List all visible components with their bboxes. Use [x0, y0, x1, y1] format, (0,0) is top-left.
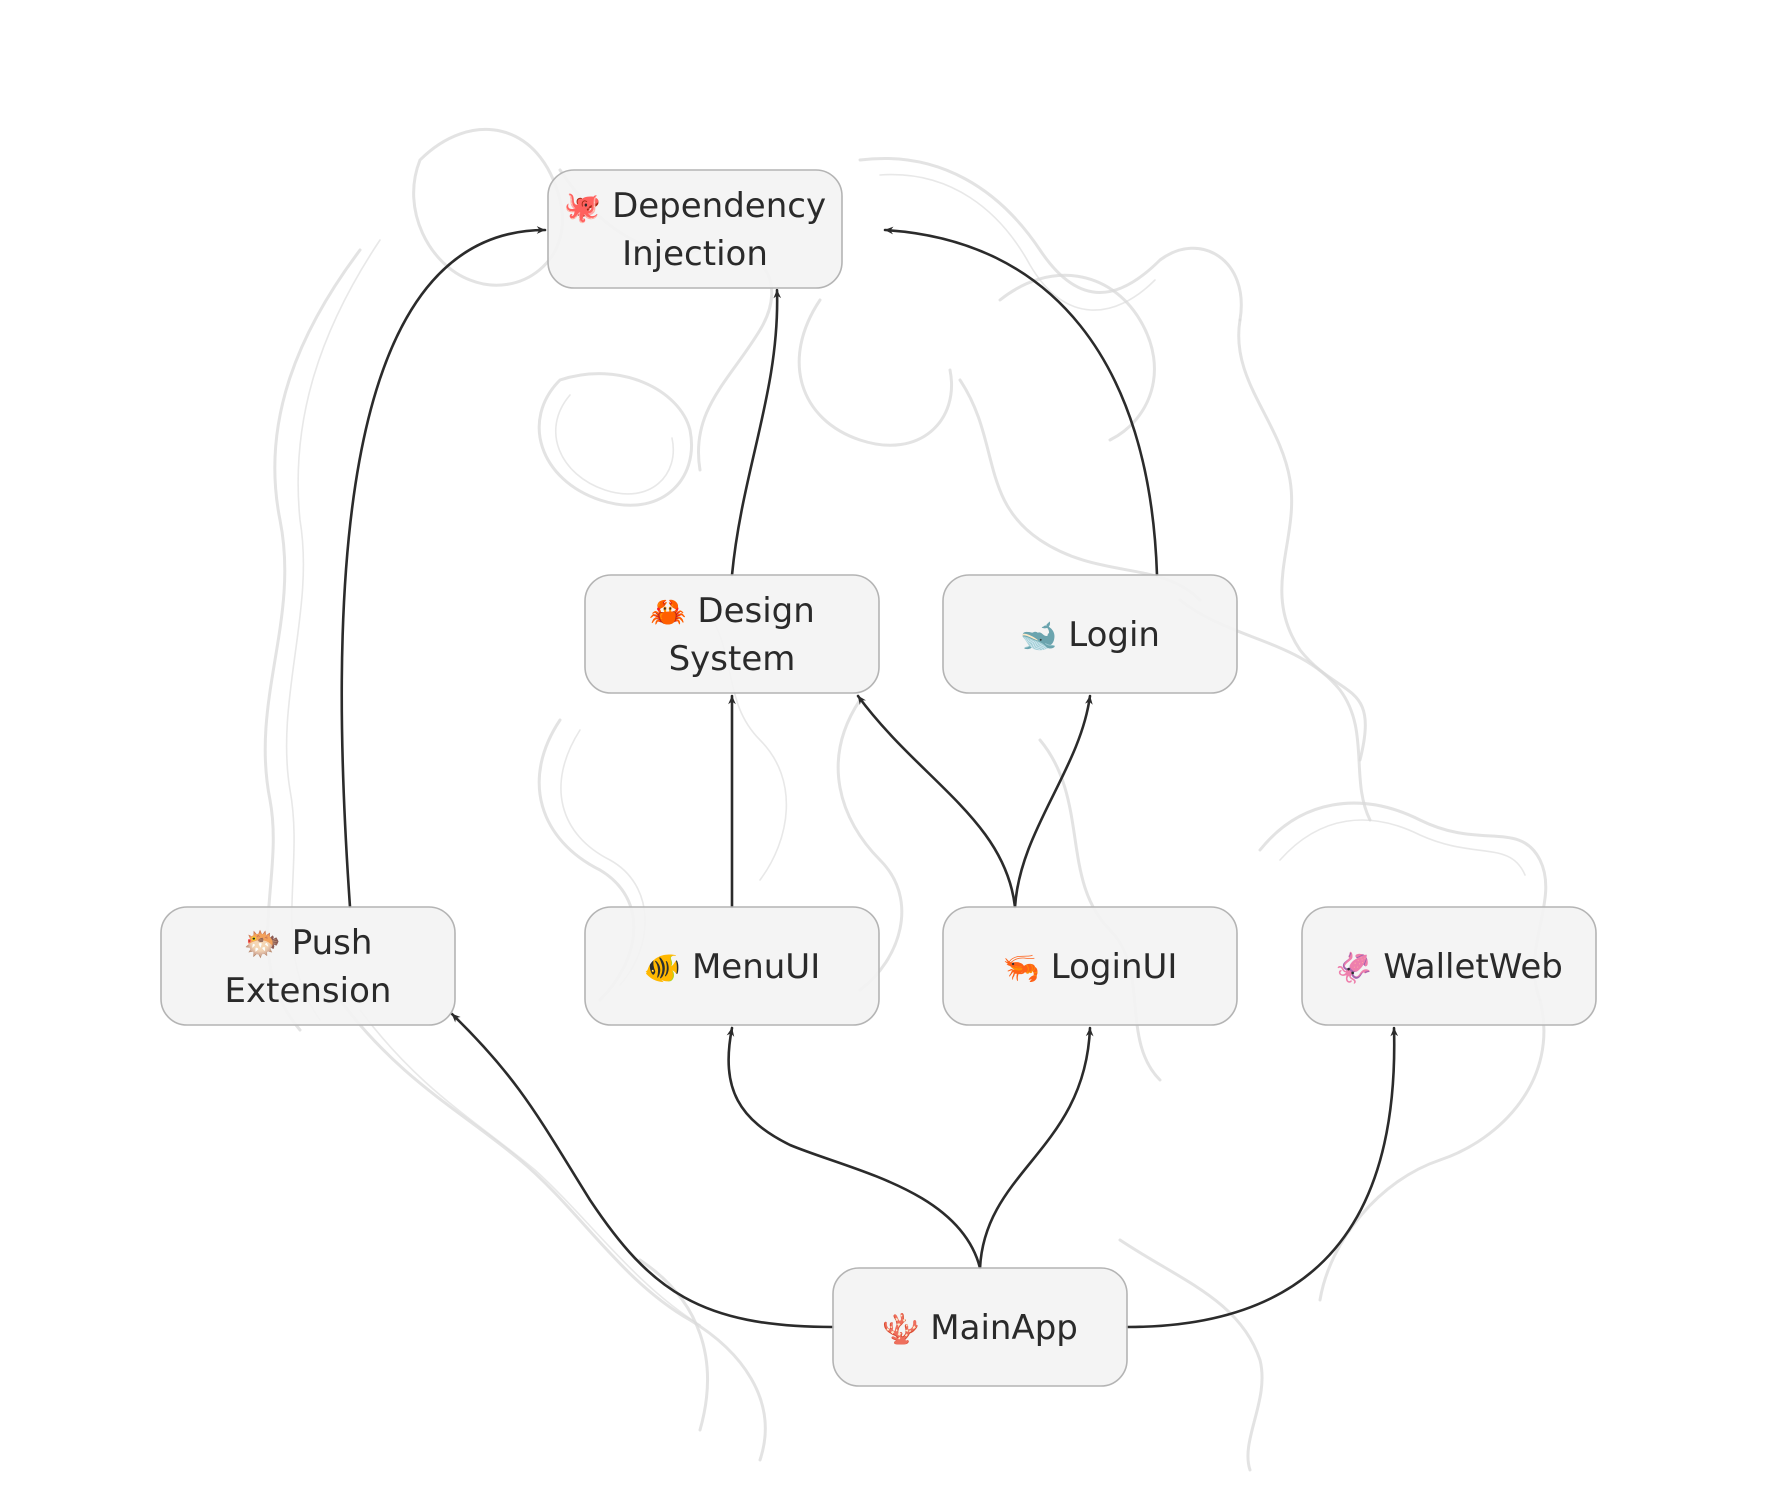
node-loginui[interactable]: 🦐 LoginUI	[942, 906, 1238, 1026]
icon-spacer	[601, 186, 612, 226]
edge-main-to-menu	[726, 1026, 982, 1270]
node-main[interactable]: 🪸 MainApp	[832, 1267, 1128, 1387]
edge-main-to-wallet	[1125, 1026, 1399, 1329]
node-login[interactable]: 🐋 Login	[942, 574, 1238, 694]
shrimp-icon: 🦐	[1003, 951, 1040, 986]
node-wallet[interactable]: 🦑 WalletWeb	[1301, 906, 1597, 1026]
octopus-icon: 🐙	[564, 190, 601, 225]
squid-icon: 🦑	[1335, 950, 1372, 986]
node-text: MenuUI	[692, 947, 820, 987]
node-label: 🦑 WalletWeb	[1335, 947, 1563, 987]
node-text: MainApp	[930, 1308, 1078, 1348]
node-text: LoginUI	[1051, 947, 1178, 987]
edge-main-to-loginui	[978, 1026, 1094, 1270]
node-text: Injection	[622, 234, 768, 274]
node-box[interactable]	[832, 1267, 1128, 1387]
icon-spacer	[1040, 947, 1051, 987]
node-label: 🐠 MenuUI	[644, 947, 820, 987]
node-di[interactable]: 🐙 Dependency Injection	[547, 169, 843, 289]
node-text: Dependency	[612, 186, 826, 226]
node-label: 🦀 Design	[649, 591, 815, 631]
icon-spacer	[687, 591, 698, 631]
icon-spacer	[1057, 615, 1068, 655]
node-box[interactable]	[942, 906, 1238, 1026]
node-text: Extension	[225, 971, 392, 1011]
edges-layer	[340, 226, 1399, 1329]
icon-spacer	[281, 923, 292, 963]
node-label-line-2: Extension	[225, 971, 392, 1011]
edge-loginui-to-ds	[856, 694, 1017, 909]
edge-login-to-di	[883, 226, 1159, 577]
node-box[interactable]	[942, 574, 1238, 694]
node-text: System	[669, 639, 796, 679]
whale-icon: 🐋	[1020, 619, 1057, 654]
node-box[interactable]	[584, 574, 880, 694]
edge-push-to-di	[340, 226, 547, 909]
node-label: 🪸 MainApp	[882, 1308, 1078, 1348]
crab-icon: 🦀	[649, 595, 686, 630]
node-text: Login	[1068, 615, 1160, 655]
node-label: 🐙 Dependency	[564, 186, 826, 226]
node-box[interactable]	[1301, 906, 1597, 1026]
node-box[interactable]	[547, 169, 843, 289]
tropical-fish-icon: 🐠	[644, 951, 681, 986]
coral-icon: 🪸	[882, 1312, 919, 1347]
node-text: Design	[697, 591, 814, 631]
node-box[interactable]	[584, 906, 880, 1026]
node-label: 🦐 LoginUI	[1003, 947, 1178, 987]
node-label: 🐡 Push	[244, 923, 373, 963]
edge-main-to-push	[450, 1012, 835, 1329]
icon-spacer	[919, 1308, 930, 1348]
node-label-line-2: Injection	[622, 234, 768, 274]
node-label-line-2: System	[669, 639, 796, 679]
nodes-layer: 🐙 Dependency Injection 🦀 Design System 🐋 Log…	[160, 169, 1597, 1387]
blowfish-icon: 🐡	[244, 927, 281, 962]
edge-loginui-to-login	[1013, 694, 1093, 909]
node-push[interactable]: 🐡 Push Extension	[160, 906, 456, 1026]
icon-spacer	[1373, 947, 1384, 987]
background-texture	[263, 127, 1548, 1472]
node-menu[interactable]: 🐠 MenuUI	[584, 906, 880, 1026]
icon-spacer	[681, 947, 692, 987]
edge-ds-to-di	[730, 288, 782, 577]
node-label: 🐋 Login	[1020, 615, 1160, 655]
node-box[interactable]	[160, 906, 456, 1026]
node-ds[interactable]: 🦀 Design System	[584, 574, 880, 694]
node-text: Push	[292, 923, 373, 963]
node-text: WalletWeb	[1383, 947, 1563, 987]
